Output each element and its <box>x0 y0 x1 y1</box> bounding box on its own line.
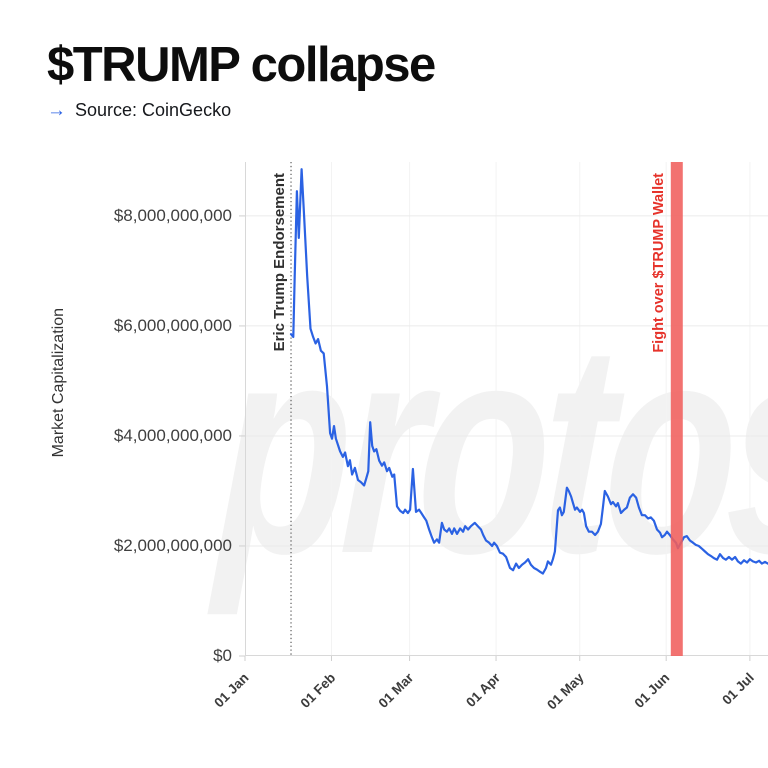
annotation-label-fight-over-trump-wallet: Fight over $TRUMP Wallet <box>650 173 667 353</box>
market-cap-line <box>289 168 768 575</box>
y-tick-label: $2,000,000,000 <box>113 535 232 555</box>
y-tick-label: $6,000,000,000 <box>113 315 232 335</box>
chart-header: $TRUMP collapse → Source: CoinGecko <box>47 38 436 121</box>
y-tick-label: $8,000,000,000 <box>113 205 232 225</box>
y-tick-label: $0 <box>213 646 232 665</box>
source-label: Source: CoinGecko <box>75 100 232 121</box>
arrow-right-icon: → <box>47 100 66 122</box>
y-tick-label: $4,000,000,000 <box>113 425 232 445</box>
event-band <box>670 162 683 656</box>
chart-title: $TRUMP collapse <box>47 38 436 92</box>
source-row: → Source: CoinGecko <box>47 100 435 121</box>
chart-plot <box>239 162 768 661</box>
annotation-label-eric-trump-endorsement: Eric Trump Endorsement <box>271 173 289 352</box>
